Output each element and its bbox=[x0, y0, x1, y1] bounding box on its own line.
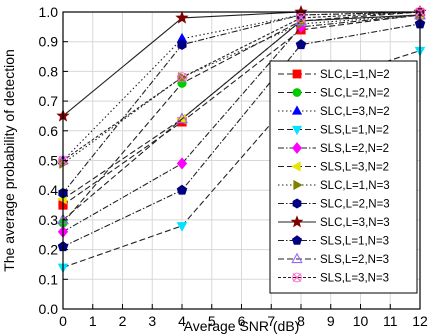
legend-entry: SLC,L=1,N=2 bbox=[278, 69, 390, 81]
data-point bbox=[176, 157, 188, 170]
x-tick-label: 7 bbox=[267, 313, 275, 329]
series-line bbox=[62, 14, 421, 233]
data-point bbox=[295, 12, 307, 24]
data-point bbox=[292, 142, 302, 154]
marker-cross bbox=[296, 13, 306, 23]
x-tick-label: 5 bbox=[208, 313, 216, 329]
marker-cross bbox=[177, 72, 187, 82]
data-point bbox=[176, 184, 188, 195]
y-tick-label: 0.1 bbox=[39, 271, 59, 287]
marker-ring bbox=[295, 12, 307, 24]
data-point bbox=[175, 10, 189, 24]
y-tick-label: 0.6 bbox=[39, 123, 59, 139]
legend-entry: SLS,L=2,N=3 bbox=[278, 252, 389, 266]
x-tick-label: 11 bbox=[383, 313, 398, 329]
legend-entry: SLS,L=1,N=3 bbox=[278, 235, 389, 248]
marker-ring bbox=[292, 272, 302, 283]
data-point bbox=[176, 72, 188, 83]
x-tick-label: 2 bbox=[119, 313, 127, 329]
data-point bbox=[292, 69, 302, 79]
legend-label: SLS,L=3,N=2 bbox=[320, 162, 389, 174]
legend-label: SLC,L=3,N=2 bbox=[320, 106, 390, 118]
y-tick-label: 0.9 bbox=[39, 34, 59, 50]
data-point bbox=[290, 215, 304, 228]
data-point bbox=[177, 39, 187, 50]
legend-entry: SLS,L=2,N=2 bbox=[278, 142, 389, 155]
data-point bbox=[292, 198, 302, 209]
legend-entry: SLC,L=2,N=2 bbox=[278, 88, 390, 100]
series-line bbox=[62, 11, 421, 161]
series-line bbox=[62, 14, 421, 164]
y-tick-label: 0.2 bbox=[39, 242, 59, 258]
y-tick-label: 0.4 bbox=[39, 182, 59, 198]
y-tick-label: 0.5 bbox=[39, 153, 59, 169]
series-line bbox=[62, 23, 421, 248]
legend: SLC,L=1,N=2 SLC,L=2,N=2 SLC,L=3,N=2 SLS,L=1… bbox=[269, 60, 418, 294]
y-tick-label: 0.3 bbox=[39, 212, 59, 228]
y-axis-title: The average probability of detection bbox=[1, 49, 17, 272]
x-tick-label: 3 bbox=[148, 313, 156, 329]
x-tick-label: 10 bbox=[353, 313, 369, 329]
axis-ticks: 0 1 2 3 4 5 6 7 8 9 10 11 120.00.10.20.30.40.50.60.7… bbox=[39, 4, 428, 329]
data-point bbox=[291, 105, 303, 115]
data-point bbox=[292, 88, 302, 97]
series-line bbox=[62, 14, 421, 221]
series-layer bbox=[56, 5, 427, 274]
x-tick-label: 1 bbox=[89, 313, 97, 329]
data-point bbox=[176, 222, 188, 232]
data-point bbox=[291, 235, 303, 245]
legend-label: SLS,L=2,N=3 bbox=[320, 254, 389, 266]
series-line bbox=[62, 11, 421, 161]
legend-label: SLC,L=1,N=3 bbox=[320, 180, 390, 192]
y-tick-label: 0.7 bbox=[39, 93, 59, 109]
data-point bbox=[291, 252, 303, 264]
legend-label: SLC,L=2,N=3 bbox=[320, 199, 390, 211]
data-point bbox=[176, 112, 188, 124]
series-line bbox=[62, 14, 421, 206]
legend-label: SLS,L=1,N=3 bbox=[320, 236, 389, 248]
legend-box bbox=[269, 60, 418, 294]
legend-label: SLS,L=1,N=2 bbox=[320, 125, 389, 137]
x-tick-label: 6 bbox=[238, 313, 246, 329]
x-tick-label: 12 bbox=[412, 313, 428, 329]
legend-label: SLS,L=3,N=3 bbox=[320, 273, 389, 285]
legend-entry: SLS,L=1,N=2 bbox=[278, 125, 389, 137]
legend-entry: SLS,L=3,N=2 bbox=[278, 161, 389, 174]
legend-label: SLS,L=2,N=2 bbox=[320, 143, 389, 155]
x-tick-label: 4 bbox=[178, 313, 186, 329]
x-tick-label: 9 bbox=[327, 313, 335, 329]
data-point bbox=[292, 272, 302, 283]
legend-entry: SLC,L=1,N=3 bbox=[278, 179, 390, 192]
data-point bbox=[295, 39, 307, 50]
legend-label: SLC,L=1,N=2 bbox=[320, 69, 390, 81]
legend-entry: SLS,L=3,N=3 bbox=[278, 273, 389, 285]
y-tick-label: 1.0 bbox=[39, 4, 59, 20]
x-axis-title: Average SNR (dB) bbox=[184, 318, 300, 334]
legend-label: SLC,L=2,N=2 bbox=[320, 88, 390, 100]
legend-label: SLC,L=3,N=3 bbox=[320, 217, 390, 229]
y-tick-label: 0.8 bbox=[39, 63, 59, 79]
legend-entry: SLC,L=3,N=2 bbox=[278, 105, 390, 118]
legend-entry: SLC,L=3,N=3 bbox=[278, 215, 390, 229]
data-point bbox=[291, 161, 301, 172]
marker-cross bbox=[292, 273, 302, 282]
data-point bbox=[291, 125, 303, 136]
series-line bbox=[62, 14, 421, 200]
data-point bbox=[293, 179, 303, 191]
marker-ring bbox=[176, 72, 188, 83]
x-tick-label: 8 bbox=[297, 313, 305, 329]
series-line bbox=[62, 11, 421, 224]
y-tick-label: 0.0 bbox=[39, 301, 59, 317]
legend-entry: SLC,L=2,N=3 bbox=[278, 198, 390, 211]
x-tick-label: 0 bbox=[59, 313, 67, 329]
